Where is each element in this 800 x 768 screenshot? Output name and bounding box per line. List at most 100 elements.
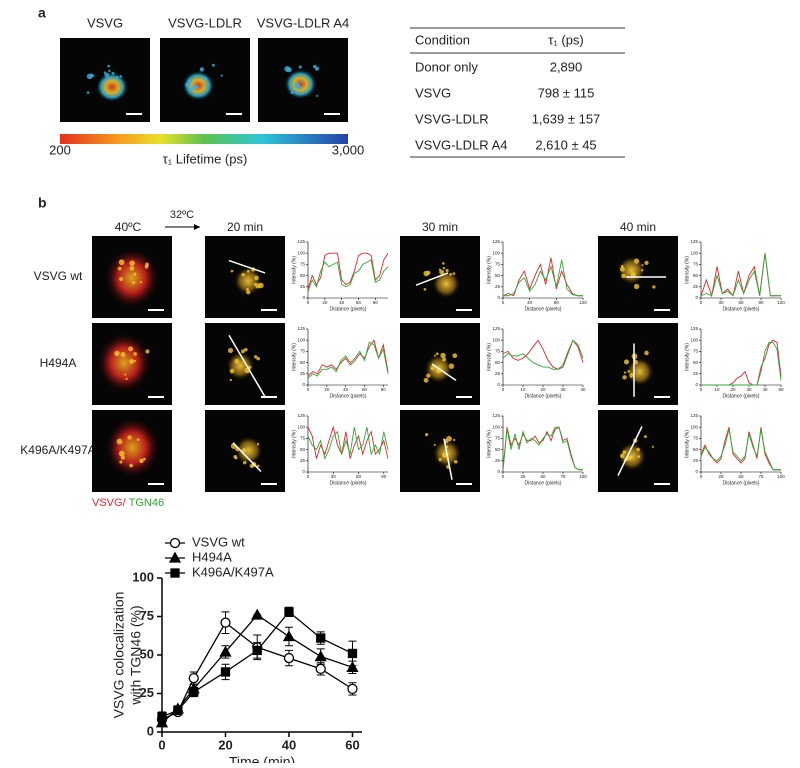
cell-speck (619, 266, 625, 272)
colorbar (60, 134, 348, 144)
y-tick-label: 25 (300, 371, 306, 376)
profile-trace (700, 429, 781, 471)
cell-speck (255, 283, 261, 289)
colorbar-min: 200 (49, 142, 71, 157)
cell-speck (438, 458, 442, 462)
cell-speck (139, 458, 144, 463)
cell-speck (229, 378, 233, 382)
x-tick-label: 0 (502, 300, 505, 305)
y-tick-label: 125 (690, 413, 698, 418)
x-axis-label: Distance (pixels) (723, 393, 760, 399)
y-tick-label: 100 (297, 250, 305, 255)
cell-speck (129, 265, 135, 271)
x-tick-label: 20 (322, 300, 328, 305)
legend-label: K496A/K497A (192, 564, 274, 579)
cell-speck (643, 435, 647, 439)
row-label: VSVG wt (34, 269, 83, 283)
x-tick-label: 25 (718, 474, 724, 479)
x-tick-label: 60 (356, 300, 362, 305)
x-axis-label: Distance (pixels) (330, 306, 367, 312)
cell-signal (284, 69, 317, 100)
y-tick-label: 75 (693, 349, 699, 354)
y-tick-label: 50 (140, 646, 154, 661)
cell-speck (245, 287, 249, 291)
y-axis-label: Intensity (%) (486, 256, 492, 284)
y-tick-label: 100 (492, 250, 500, 255)
x-tick-label: 0 (307, 300, 310, 305)
profile-line (232, 442, 262, 473)
y-tick-label: 100 (297, 337, 305, 342)
cell-speck (640, 268, 644, 272)
time-label: 40 min (620, 220, 656, 234)
cell-speck (256, 442, 260, 446)
y-tick-label: 25 (495, 458, 501, 463)
cell-speck (627, 370, 631, 373)
cell-speck (119, 277, 124, 281)
temperature: 32ºC (170, 209, 194, 221)
x-tick-label: 50 (778, 387, 784, 392)
y-tick-label: 50 (693, 360, 699, 365)
cell-speck (256, 356, 260, 361)
panel-label: b (38, 195, 47, 211)
y-tick-label: 125 (492, 413, 500, 418)
y-tick-label: 75 (300, 436, 306, 441)
profile-trace (307, 427, 389, 460)
cell-speck (636, 447, 640, 452)
cell-speck (441, 262, 445, 265)
cell-speck (652, 285, 656, 289)
y-tick-label: 100 (690, 424, 698, 429)
y-tick-label: 100 (297, 424, 305, 429)
y-tick-label: 25 (693, 284, 699, 289)
data-point (219, 645, 232, 657)
cell-speck (630, 272, 636, 278)
profile-line (228, 259, 266, 274)
cell-speck (127, 435, 132, 440)
y-tick-label: 0 (302, 295, 305, 300)
table-cell: 2,610 ± 45 (535, 137, 596, 152)
y-axis-label: Intensity (%) (684, 256, 690, 284)
cell-speck (433, 443, 436, 447)
cell-speck (256, 464, 260, 468)
cell-speck (211, 63, 215, 67)
y-tick-label: 25 (495, 371, 501, 376)
cell-speck (623, 359, 629, 365)
y-tick-label: 125 (297, 239, 305, 244)
cell-speck (191, 84, 197, 91)
cell-speck (249, 464, 254, 469)
x-tick-label: 40 (762, 387, 768, 392)
cell-speck (442, 452, 448, 458)
y-tick-label: 75 (693, 436, 699, 441)
y-tick-label: 0 (497, 295, 500, 300)
legend-marker (170, 568, 180, 578)
x-tick-label: 60 (345, 737, 359, 752)
y-tick-label: 75 (693, 262, 699, 267)
cell-speck (423, 377, 429, 383)
cell-speck (199, 67, 205, 72)
channel-legend: VSVG/TGN46 (92, 497, 164, 509)
x-tick-label: 90 (758, 300, 764, 305)
y-tick-label: 75 (300, 262, 306, 267)
cell-speck (203, 76, 207, 81)
cell-speck (633, 258, 640, 264)
cell-speck (452, 438, 456, 442)
x-tick-label: 0 (502, 387, 505, 392)
y-tick-label: 25 (495, 284, 501, 289)
y-tick-label: 25 (693, 458, 699, 463)
data-point (252, 645, 262, 656)
y-tick-label: 125 (690, 326, 698, 331)
x-tick-label: 30 (560, 387, 566, 392)
cell-speck (449, 273, 453, 276)
cell-speck (242, 460, 247, 465)
y-axis-label: Intensity (%) (684, 430, 690, 458)
colorbar-label: τ₁ Lifetime (ps) (163, 151, 248, 166)
cell-speck (118, 259, 125, 266)
table-cell: 798 ± 115 (538, 85, 595, 100)
profile-trace (502, 426, 583, 471)
y-tick-label: 0 (497, 382, 500, 387)
image-title: VSVG-LDLR (168, 15, 242, 30)
cell-signal (233, 266, 263, 296)
cell-speck (119, 75, 123, 78)
cell-speck (133, 360, 137, 363)
cell-speck (107, 64, 111, 68)
